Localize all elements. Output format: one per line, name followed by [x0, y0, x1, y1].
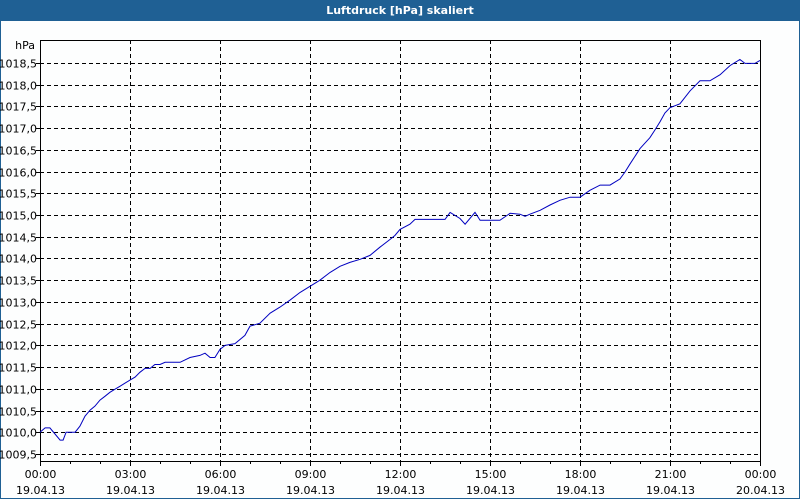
- x-tick-time: 06:00: [205, 468, 237, 481]
- y-tick-label: 1009,5: [0, 449, 37, 462]
- y-tick-label: 1016,5: [0, 145, 37, 158]
- chart-title: Luftdruck [hPa] skaliert: [0, 0, 800, 21]
- x-tick-time: 00:00: [25, 468, 57, 481]
- x-tick-date: 19.04.13: [16, 484, 65, 497]
- y-tick-label: 1014,5: [0, 232, 37, 245]
- y-tick-label: 1013,0: [0, 297, 37, 310]
- y-tick-label: 1015,0: [0, 210, 37, 223]
- y-tick-label: 1018,5: [0, 58, 37, 71]
- x-tick-date: 19.04.13: [376, 484, 425, 497]
- x-tick-date: 20.04.13: [736, 484, 785, 497]
- axes: [36, 40, 761, 466]
- y-tick-label: 1017,5: [0, 101, 37, 114]
- x-tick-time: 15:00: [475, 468, 507, 481]
- y-tick-label: 1011,5: [0, 362, 37, 375]
- x-tick-time: 03:00: [115, 468, 147, 481]
- y-tick-label: 1018,0: [0, 80, 37, 93]
- x-tick-time: 18:00: [565, 468, 597, 481]
- plot-border: [40, 40, 761, 462]
- x-tick-date: 19.04.13: [556, 484, 605, 497]
- grid-lines: [40, 40, 760, 461]
- x-tick-time: 00:00: [745, 468, 777, 481]
- x-tick-time: 21:00: [655, 468, 687, 481]
- x-tick-date: 19.04.13: [196, 484, 245, 497]
- x-tick-date: 19.04.13: [466, 484, 515, 497]
- x-tick-date: 19.04.13: [286, 484, 335, 497]
- x-tick-time: 12:00: [385, 468, 417, 481]
- y-tick-label: 1011,0: [0, 384, 37, 397]
- y-tick-label: 1012,5: [0, 319, 37, 332]
- pressure-data-line: [39, 58, 761, 441]
- y-axis-labels: 1018,5 1018,0 1017,5 1017,0 1016,5 1016,0 1015…: [0, 58, 37, 462]
- x-tick-time: 09:00: [295, 468, 327, 481]
- y-tick-label: 1014,0: [0, 253, 37, 266]
- y-tick-label: 1016,0: [0, 167, 37, 180]
- y-tick-label: 1012,0: [0, 340, 37, 353]
- y-tick-label: 1013,5: [0, 275, 37, 288]
- x-tick-date: 19.04.13: [646, 484, 695, 497]
- x-tick-date: 19.04.13: [106, 484, 155, 497]
- y-axis-unit: hPa: [15, 39, 35, 52]
- x-axis-labels: 00:00 19.04.13 03:00 19.04.13 06:00 19.04.13 0…: [16, 468, 785, 497]
- y-tick-label: 1017,0: [0, 123, 37, 136]
- y-tick-label: 1010,5: [0, 406, 37, 419]
- y-tick-label: 1010,0: [0, 427, 37, 440]
- y-tick-label: 1015,5: [0, 188, 37, 201]
